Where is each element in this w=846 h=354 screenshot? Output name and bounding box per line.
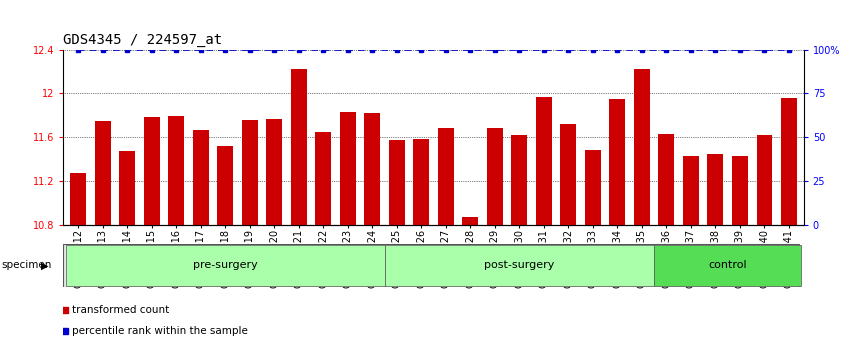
Text: specimen: specimen bbox=[2, 261, 52, 270]
Bar bbox=[316, 132, 332, 225]
Bar bbox=[242, 120, 258, 225]
FancyBboxPatch shape bbox=[385, 245, 654, 286]
Bar bbox=[511, 135, 527, 225]
Bar bbox=[609, 99, 625, 225]
Bar bbox=[732, 156, 748, 225]
Bar bbox=[365, 113, 380, 225]
FancyBboxPatch shape bbox=[66, 245, 385, 286]
Bar bbox=[487, 129, 503, 225]
Bar bbox=[658, 134, 674, 225]
Bar bbox=[168, 116, 184, 225]
Bar bbox=[389, 141, 404, 225]
Text: transformed count: transformed count bbox=[72, 305, 169, 315]
Bar bbox=[707, 154, 723, 225]
Bar bbox=[781, 98, 797, 225]
Text: control: control bbox=[708, 261, 747, 270]
FancyBboxPatch shape bbox=[63, 244, 799, 287]
Bar bbox=[119, 152, 135, 225]
Bar bbox=[560, 124, 576, 225]
Text: post-surgery: post-surgery bbox=[484, 261, 555, 270]
Bar bbox=[536, 97, 552, 225]
Bar bbox=[70, 173, 86, 225]
Text: pre-surgery: pre-surgery bbox=[193, 261, 257, 270]
Bar bbox=[414, 139, 429, 225]
FancyBboxPatch shape bbox=[654, 245, 801, 286]
Bar bbox=[217, 146, 233, 225]
Bar bbox=[756, 135, 772, 225]
Bar bbox=[291, 69, 307, 225]
Bar bbox=[144, 118, 160, 225]
Text: percentile rank within the sample: percentile rank within the sample bbox=[72, 326, 248, 336]
Text: ▶: ▶ bbox=[41, 261, 48, 270]
Bar bbox=[193, 130, 209, 225]
Text: GDS4345 / 224597_at: GDS4345 / 224597_at bbox=[63, 33, 222, 47]
Bar bbox=[95, 121, 111, 225]
Bar bbox=[683, 156, 699, 225]
Bar bbox=[266, 119, 283, 225]
Bar bbox=[340, 112, 356, 225]
Bar bbox=[438, 129, 453, 225]
Bar bbox=[634, 69, 650, 225]
Bar bbox=[585, 150, 601, 225]
Bar bbox=[463, 217, 478, 225]
